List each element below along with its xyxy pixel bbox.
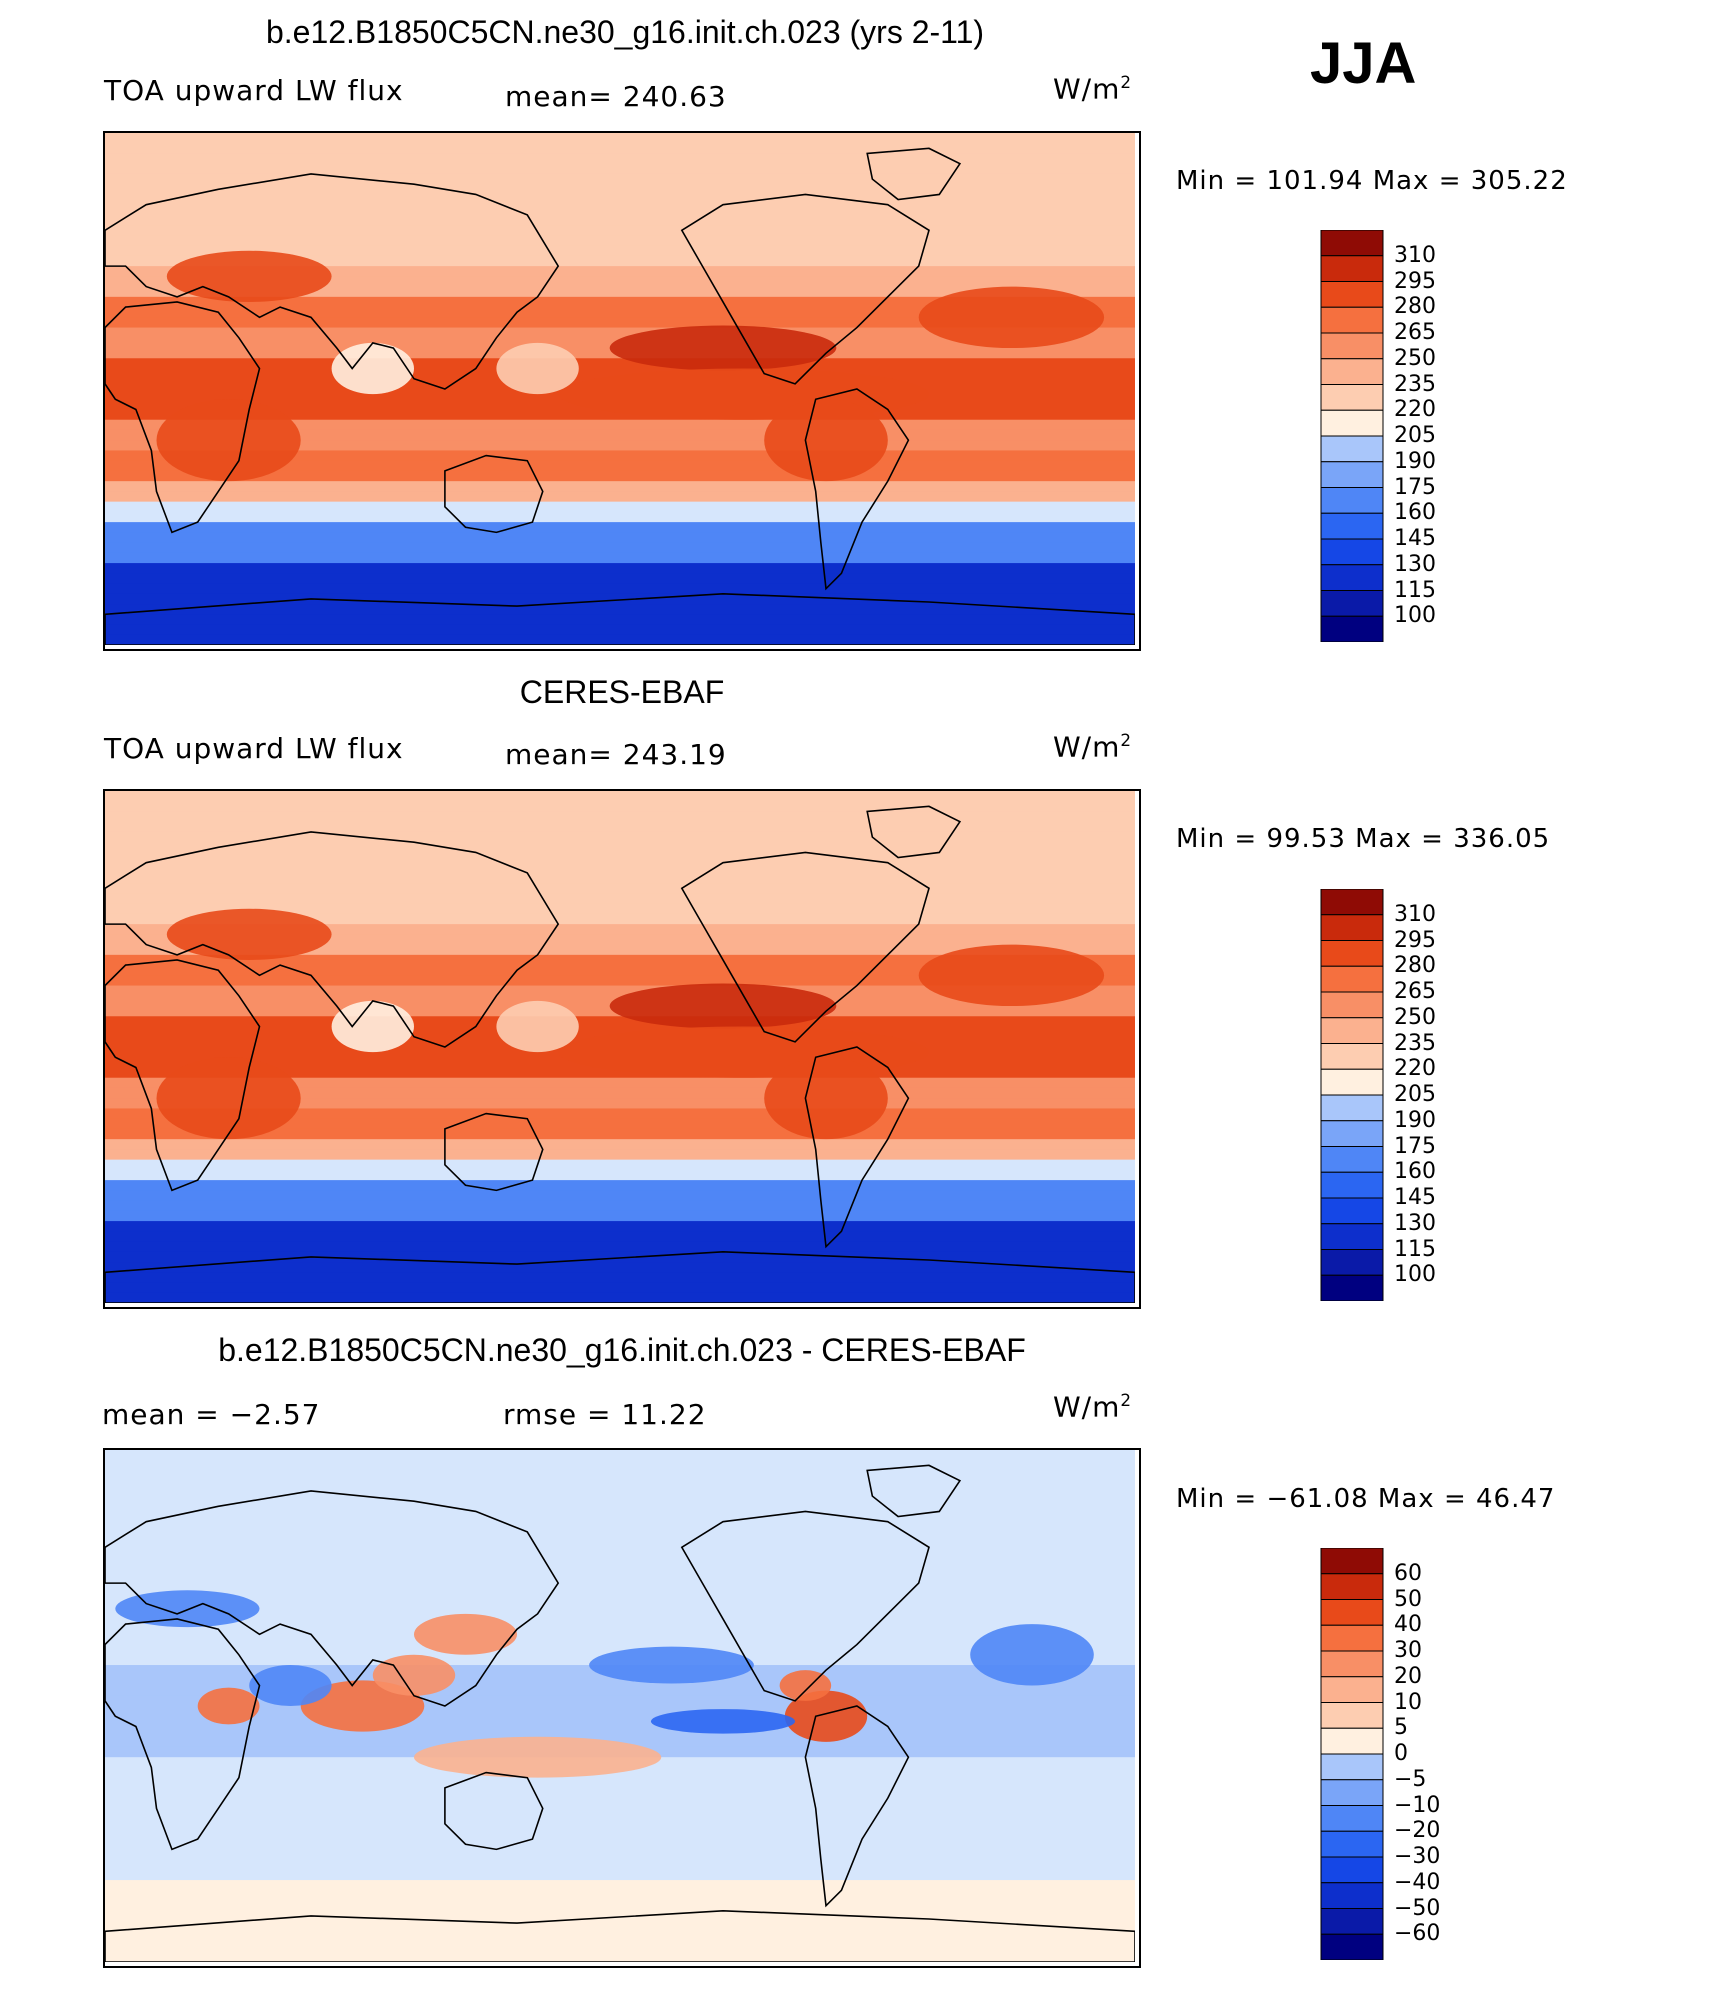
colorbar-tick-label: 295 [1394, 268, 1436, 294]
panel-3-map [103, 1448, 1141, 1968]
colorbar-tick-label: 145 [1394, 1185, 1436, 1210]
colorbar-tick-label: 175 [1394, 474, 1436, 500]
colorbar-tick-label: −40 [1394, 1869, 1441, 1895]
panel-2-colorbar: 310 295 280 265 250 235 220 205 190 175 160 145 130 1… [1320, 888, 1500, 1302]
panel-2-variable-label: TOA upward LW flux [104, 732, 404, 765]
colorbar-tick-label: −50 [1394, 1895, 1441, 1921]
colorbar-tick-label: 190 [1394, 1107, 1436, 1133]
colorbar-tick-label: 265 [1394, 320, 1436, 345]
colorbar-tick-label: 130 [1394, 1210, 1436, 1236]
colorbar-tick-label: 190 [1394, 448, 1436, 474]
colorbar-tick-label: 310 [1394, 901, 1436, 927]
panel-1-minmax: Min = 101.94 Max = 305.22 [1176, 166, 1568, 196]
colorbar-tick-label: 205 [1394, 423, 1436, 448]
colorbar-tick-label: 145 [1394, 526, 1436, 551]
colorbar-tick-label: −20 [1394, 1818, 1441, 1844]
panel-3-mean-label: mean = −2.57 [102, 1398, 321, 1431]
colorbar-tick-label: −60 [1394, 1921, 1441, 1947]
cb2-svg [1320, 1547, 1384, 1961]
panel-1-title: b.e12.B1850C5CN.ne30_g16.init.ch.023 (yr… [265, 14, 985, 50]
cb0-svg [1320, 229, 1384, 643]
colorbar-tick-label: 310 [1394, 242, 1436, 268]
colorbar-tick-label: 100 [1394, 1262, 1436, 1288]
colorbar-tick-label: 280 [1394, 953, 1436, 979]
colorbar-tick-label: 295 [1394, 927, 1436, 953]
colorbar-tick-label: 115 [1394, 577, 1436, 603]
panel-3-minmax: Min = −61.08 Max = 46.47 [1176, 1484, 1556, 1514]
panel-2-title: CERES-EBAF [519, 674, 725, 710]
colorbar-tick-label: 220 [1394, 1056, 1436, 1082]
colorbar-tick-label: 205 [1394, 1082, 1436, 1107]
colorbar-tick-label: 265 [1394, 979, 1436, 1004]
panel-3-title: b.e12.B1850C5CN.ne30_g16.init.ch.023 - C… [218, 1332, 1026, 1368]
panel-1-colorbar: 310 295 280 265 250 235 220 205 190 175 160 145 130 1… [1320, 229, 1500, 643]
colorbar-tick-label: 60 [1394, 1560, 1422, 1586]
colorbar-tick-label: 0 [1394, 1741, 1408, 1766]
panel-1-units: W/m2 [1053, 72, 1133, 106]
panel-1-mean-label: mean= 240.63 [505, 80, 727, 113]
panel-3-colorbar: 60 50 40 30 20 10 5 0 −5 −10 −20 −30 −40 −50 −60 [1320, 1547, 1500, 1961]
colorbar-tick-label: 235 [1394, 1030, 1436, 1056]
panel-1-map [103, 131, 1141, 651]
colorbar-tick-label: −30 [1394, 1844, 1441, 1869]
colorbar-tick-label: 50 [1394, 1586, 1422, 1612]
panel-2-mean-label: mean= 243.19 [505, 738, 727, 771]
colorbar-tick-label: −5 [1394, 1766, 1427, 1792]
panel-2-units: W/m2 [1053, 730, 1133, 764]
colorbar-tick-label: 160 [1394, 500, 1436, 526]
colorbar-tick-label: 175 [1394, 1133, 1436, 1159]
colorbar-tick-label: 20 [1394, 1663, 1422, 1689]
colorbar-tick-label: 30 [1394, 1638, 1422, 1663]
panel-1-variable-label: TOA upward LW flux [104, 74, 404, 107]
colorbar-tick-label: 280 [1394, 294, 1436, 320]
panel-2-map [103, 789, 1141, 1309]
colorbar-tick-label: 10 [1394, 1689, 1422, 1715]
colorbar-tick-label: 100 [1394, 603, 1436, 629]
panel-2-minmax: Min = 99.53 Max = 336.05 [1176, 824, 1551, 854]
season-label: JJA [1310, 31, 1417, 96]
panel-3-rmse-label: rmse = 11.22 [503, 1398, 707, 1431]
colorbar-tick-label: 40 [1394, 1612, 1422, 1638]
colorbar-tick-label: 5 [1394, 1715, 1408, 1741]
cb1-svg [1320, 888, 1384, 1302]
colorbar-tick-label: 160 [1394, 1159, 1436, 1185]
colorbar-tick-label: 220 [1394, 397, 1436, 423]
colorbar-tick-label: 250 [1394, 1004, 1436, 1030]
colorbar-tick-label: −10 [1394, 1792, 1441, 1818]
panel-3-units: W/m2 [1053, 1390, 1133, 1424]
colorbar-tick-label: 115 [1394, 1236, 1436, 1262]
colorbar-tick-label: 250 [1394, 345, 1436, 371]
colorbar-tick-label: 235 [1394, 371, 1436, 397]
colorbar-tick-label: 130 [1394, 551, 1436, 577]
